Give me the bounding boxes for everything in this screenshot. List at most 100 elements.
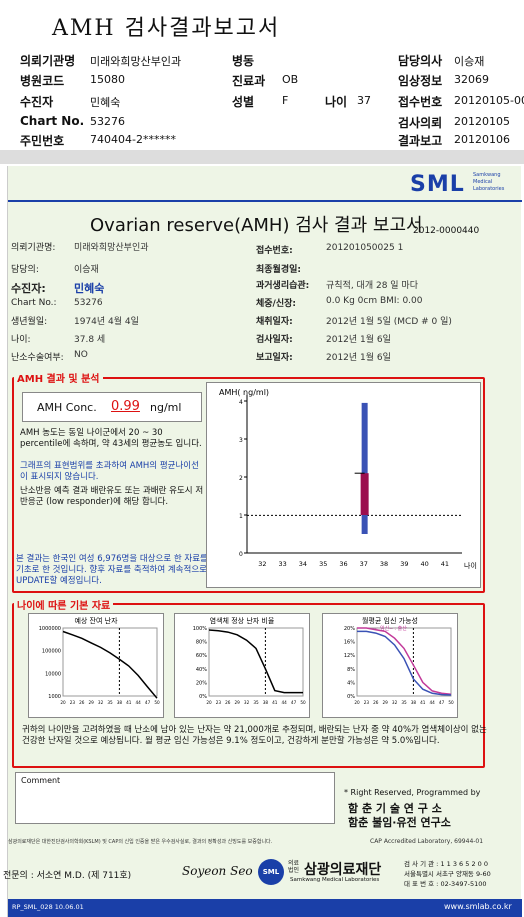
iqr-box bbox=[360, 473, 369, 515]
x-tick-label: 50 bbox=[154, 700, 160, 705]
x-tick-label: 47 bbox=[291, 700, 297, 705]
logo-subtitle: Samkwang Medical Laboratories bbox=[473, 172, 505, 192]
patient-field-value: 미래와희망산부인과 bbox=[74, 243, 149, 253]
logo-rule bbox=[8, 200, 522, 202]
x-tick-label: 38 bbox=[380, 560, 388, 568]
x-tick-label: 44 bbox=[282, 700, 288, 705]
amh-response-text: 난소반응 예측 결과 배란유도 또는 과배란 유도시 저반응군 (low res… bbox=[20, 486, 204, 507]
patient-field-label: 난소수술여부: bbox=[11, 353, 64, 363]
patient-field-label: 나이: bbox=[11, 335, 31, 345]
divider bbox=[0, 150, 524, 164]
y-tick-label: 0 bbox=[239, 551, 243, 558]
header-label: 접수번호 bbox=[398, 95, 443, 109]
y-tick-label: 4 bbox=[239, 399, 243, 406]
x-tick-label: 32 bbox=[244, 700, 250, 705]
y-tick-label: 20% bbox=[196, 680, 207, 686]
comment-box: Comment bbox=[15, 772, 335, 824]
x-tick-label: 35 bbox=[319, 560, 327, 568]
plot-frame bbox=[356, 627, 452, 697]
amh-chart-frame: AMH( ng/ml) 0 1 2 3 4 32 33 34 35 36 37 38 39 40 41 나이 bbox=[206, 382, 481, 588]
foundation-logo-icon: SML bbox=[258, 859, 284, 885]
comment-label: Comment bbox=[21, 776, 61, 785]
amh-data-note: 본 결과는 한국인 여성 6,976명을 대상으로 한 자료를 기초로 한 것입… bbox=[16, 554, 208, 586]
document-number: 2012-0000440 bbox=[413, 226, 480, 236]
foundation-prefix: 의료법인 bbox=[288, 860, 300, 874]
y-tick-label: 80% bbox=[196, 640, 207, 646]
chromosome-chart-frame: 염색체 정상 난자 비율 0% 20% 40% 60% 80% 100% 20 23 26 29 32… bbox=[174, 613, 310, 718]
x-tick-label: 32 bbox=[392, 700, 398, 705]
whisker-lower bbox=[361, 515, 368, 534]
header-value: 민혜숙 bbox=[90, 96, 121, 109]
pregnancy-chart-frame: 월평균 임신 가능성 0% 4% 8% 12% 16% 20% 20 23 26 29 32 35 38 4… bbox=[322, 613, 458, 718]
x-tick-label: 20 bbox=[60, 700, 66, 705]
patient-field-label: 수진자: bbox=[11, 282, 46, 295]
amh-conc-unit: ng/ml bbox=[150, 401, 182, 414]
x-tick-label: 41 bbox=[272, 700, 278, 705]
patient-field-value: 37.8 세 bbox=[74, 335, 106, 345]
sample-field-label: 접수번호: bbox=[256, 246, 293, 256]
website-link[interactable]: www.smlab.co.kr bbox=[444, 902, 512, 911]
x-tick-label: 44 bbox=[430, 700, 436, 705]
sample-field-label: 체중/신장: bbox=[256, 299, 297, 309]
x-tick-label: 29 bbox=[89, 700, 95, 705]
patient-field-value: NO bbox=[74, 350, 88, 360]
x-tick-label: 29 bbox=[235, 700, 241, 705]
x-tick-label: 35 bbox=[253, 700, 259, 705]
x-tick-label: 44 bbox=[136, 700, 142, 705]
y-tick-label: 40% bbox=[196, 667, 207, 673]
org-2: 함춘 불임·유전 연구소 bbox=[348, 816, 451, 829]
x-tick-label: 50 bbox=[300, 700, 306, 705]
x-tick-label: 39 bbox=[400, 560, 408, 568]
series-line bbox=[62, 630, 158, 699]
sample-field-value: 규칙적, 대개 28 일 마다 bbox=[326, 281, 418, 291]
amh-conc-box: AMH Conc. 0.99 ng/ml bbox=[22, 392, 202, 422]
baseline-heading: 나이에 따른 기본 자료 bbox=[14, 597, 114, 612]
sample-field-label: 채취일자: bbox=[256, 317, 293, 327]
y-tick-label: 60% bbox=[196, 653, 207, 659]
amh-section-heading: AMH 결과 및 분석 bbox=[14, 370, 103, 385]
whisker-upper bbox=[361, 402, 368, 515]
x-tick-label: 33 bbox=[279, 560, 287, 568]
x-tick-label: 41 bbox=[126, 700, 132, 705]
x-tick-label: 26 bbox=[373, 700, 379, 705]
baseline-section bbox=[12, 603, 485, 768]
sample-field-label: 검사일자: bbox=[256, 335, 293, 345]
header-value: 20120106 bbox=[454, 133, 510, 146]
x-tick-label: 35 bbox=[107, 700, 113, 705]
header-label: 나이 bbox=[325, 95, 348, 109]
plot-frame bbox=[208, 627, 304, 697]
x-tick-label: 26 bbox=[79, 700, 85, 705]
x-axis-label: 나이 bbox=[464, 561, 477, 570]
plot-frame bbox=[62, 627, 158, 697]
x-tick-label: 41 bbox=[441, 560, 449, 568]
foundation-subtitle: Samkwang Medical Laboratories bbox=[290, 877, 380, 883]
certification-text: 삼광의료재단은 대한진단검사의학회(KSLM) 및 CAP의 신입 인증을 받은… bbox=[8, 839, 273, 845]
doctor-text: 전문의 : 서소연 M.D. (제 711호) bbox=[3, 871, 132, 881]
x-tick-label: 20 bbox=[354, 700, 360, 705]
y-tick-label: 12% bbox=[344, 653, 355, 659]
chart-title: 예상 잔여 난자 bbox=[74, 616, 118, 625]
y-tick-label: 8% bbox=[347, 667, 355, 673]
patient-field-label: Chart No.: bbox=[11, 298, 57, 308]
cap-text: CAP Accredited Laboratory, 69944-01 bbox=[370, 838, 484, 845]
x-tick-label: 34 bbox=[299, 560, 307, 568]
org-1: 함 춘 기 술 연 구 소 bbox=[348, 802, 442, 815]
x-tick-label: 23 bbox=[70, 700, 76, 705]
x-tick-label: 20 bbox=[206, 700, 212, 705]
sample-field-value: 0.0 Kg 0cm BMI: 0.00 bbox=[326, 296, 423, 306]
x-tick-label: 32 bbox=[258, 560, 266, 568]
header-value: 이승재 bbox=[454, 55, 485, 68]
y-tick-label: 4% bbox=[347, 680, 355, 686]
header-value: 740404-2****** bbox=[90, 133, 176, 146]
header-label: 병원코드 bbox=[20, 74, 65, 88]
report-title: Ovarian reserve(AMH) 검사 결과 보고서 bbox=[90, 215, 423, 236]
eggs-chart: 예상 잔여 난자 1000 10000 100000 1000000 20 23 26 29 32… bbox=[39, 616, 160, 705]
y-tick-label: 100000 bbox=[42, 649, 61, 655]
x-tick-label: 32 bbox=[98, 700, 104, 705]
amh-conc-value: 0.99 bbox=[111, 399, 140, 414]
header-label: 수진자 bbox=[20, 95, 54, 109]
header-value: F bbox=[282, 94, 289, 107]
y-tick-label: 3 bbox=[239, 437, 243, 444]
